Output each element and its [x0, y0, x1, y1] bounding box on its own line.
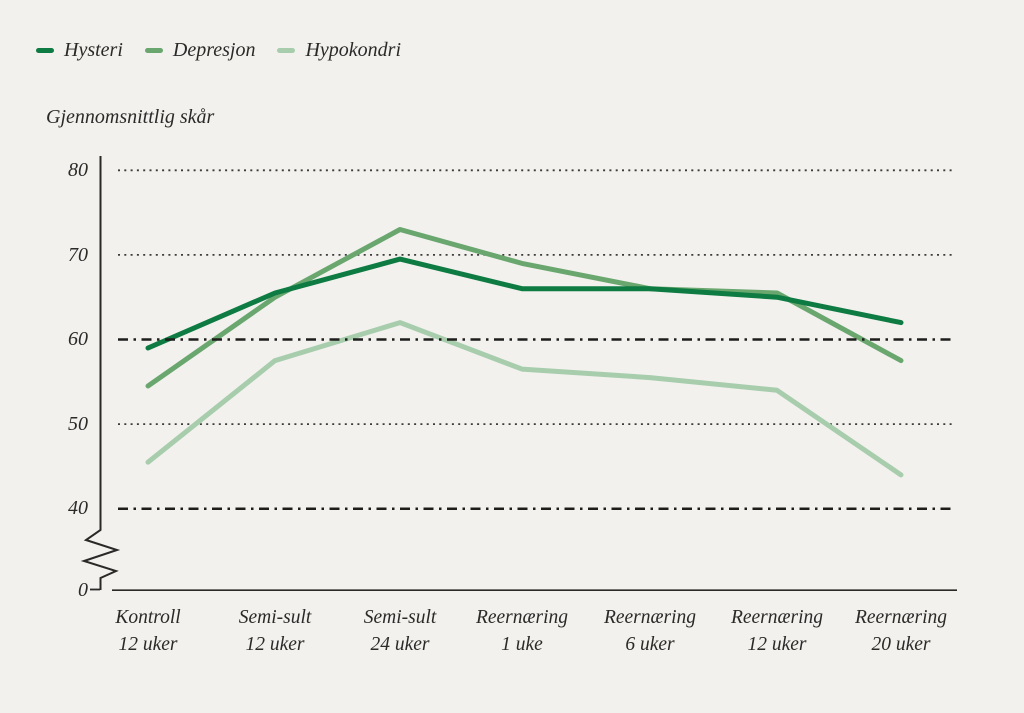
- x-label-line2: 12 uker: [747, 634, 807, 655]
- x-label-line2: 12 uker: [118, 634, 178, 655]
- legend-item-hysteri: Hysteri: [36, 37, 123, 63]
- legend-item-depresjon: Depresjon: [144, 37, 256, 63]
- legend-item-hypokondri: Hypokondri: [277, 37, 401, 63]
- x-label-line2: 24 uker: [370, 634, 430, 655]
- x-label-line2: 1 uke: [501, 634, 543, 655]
- x-label-reernaering-6-uker: Reernæring 6 uker: [575, 604, 725, 658]
- x-label-reernaering-1-uke: Reernæring 1 uke: [447, 604, 597, 658]
- x-label-semi-sult-12-uker: Semi-sult 12 uker: [200, 604, 350, 658]
- y-tick-0: 0: [78, 579, 88, 601]
- x-label-line1: Semi-sult: [363, 607, 437, 628]
- y-tick-40: 40: [68, 497, 88, 519]
- y-tick-70: 70: [68, 244, 88, 266]
- y-tick-80: 80: [68, 159, 88, 181]
- legend-label-depresjon: Depresjon: [172, 39, 256, 61]
- x-label-line1: Semi-sult: [238, 607, 312, 628]
- x-label-reernaering-20-uker: Reernæring 20 uker: [826, 604, 976, 658]
- legend-label-hysteri: Hysteri: [64, 39, 123, 61]
- x-label-reernaering-12-uker: Reernæring 12 uker: [702, 604, 852, 658]
- x-label-line1: Reernæring: [730, 607, 824, 628]
- x-label-line2: 12 uker: [245, 634, 305, 655]
- x-label-line1: Reernæring: [854, 607, 948, 628]
- x-label-line2: 20 uker: [871, 634, 931, 655]
- x-label-line1: Reernæring: [475, 607, 569, 628]
- x-label-line2: 6 uker: [625, 634, 675, 655]
- legend: Hysteri Depresjon Hypokondri: [36, 37, 401, 63]
- x-label-line1: Reernæring: [603, 607, 697, 628]
- hypokondri-line-swatch-icon: [277, 47, 296, 53]
- y-axis-title: Gjennomsnittlig skår: [46, 106, 215, 128]
- x-label-kontroll-12-uker: Kontroll 12 uker: [73, 604, 223, 658]
- legend-label-hypokondri: Hypokondri: [305, 39, 402, 61]
- y-tick-60: 60: [68, 328, 88, 350]
- hysteri-line-swatch-icon: [36, 47, 54, 53]
- y-tick-50: 50: [68, 413, 88, 435]
- x-label-semi-sult-24-uker: Semi-sult 24 uker: [325, 604, 475, 658]
- x-label-line1: Kontroll: [115, 607, 181, 628]
- depresjon-line-swatch-icon: [144, 47, 163, 53]
